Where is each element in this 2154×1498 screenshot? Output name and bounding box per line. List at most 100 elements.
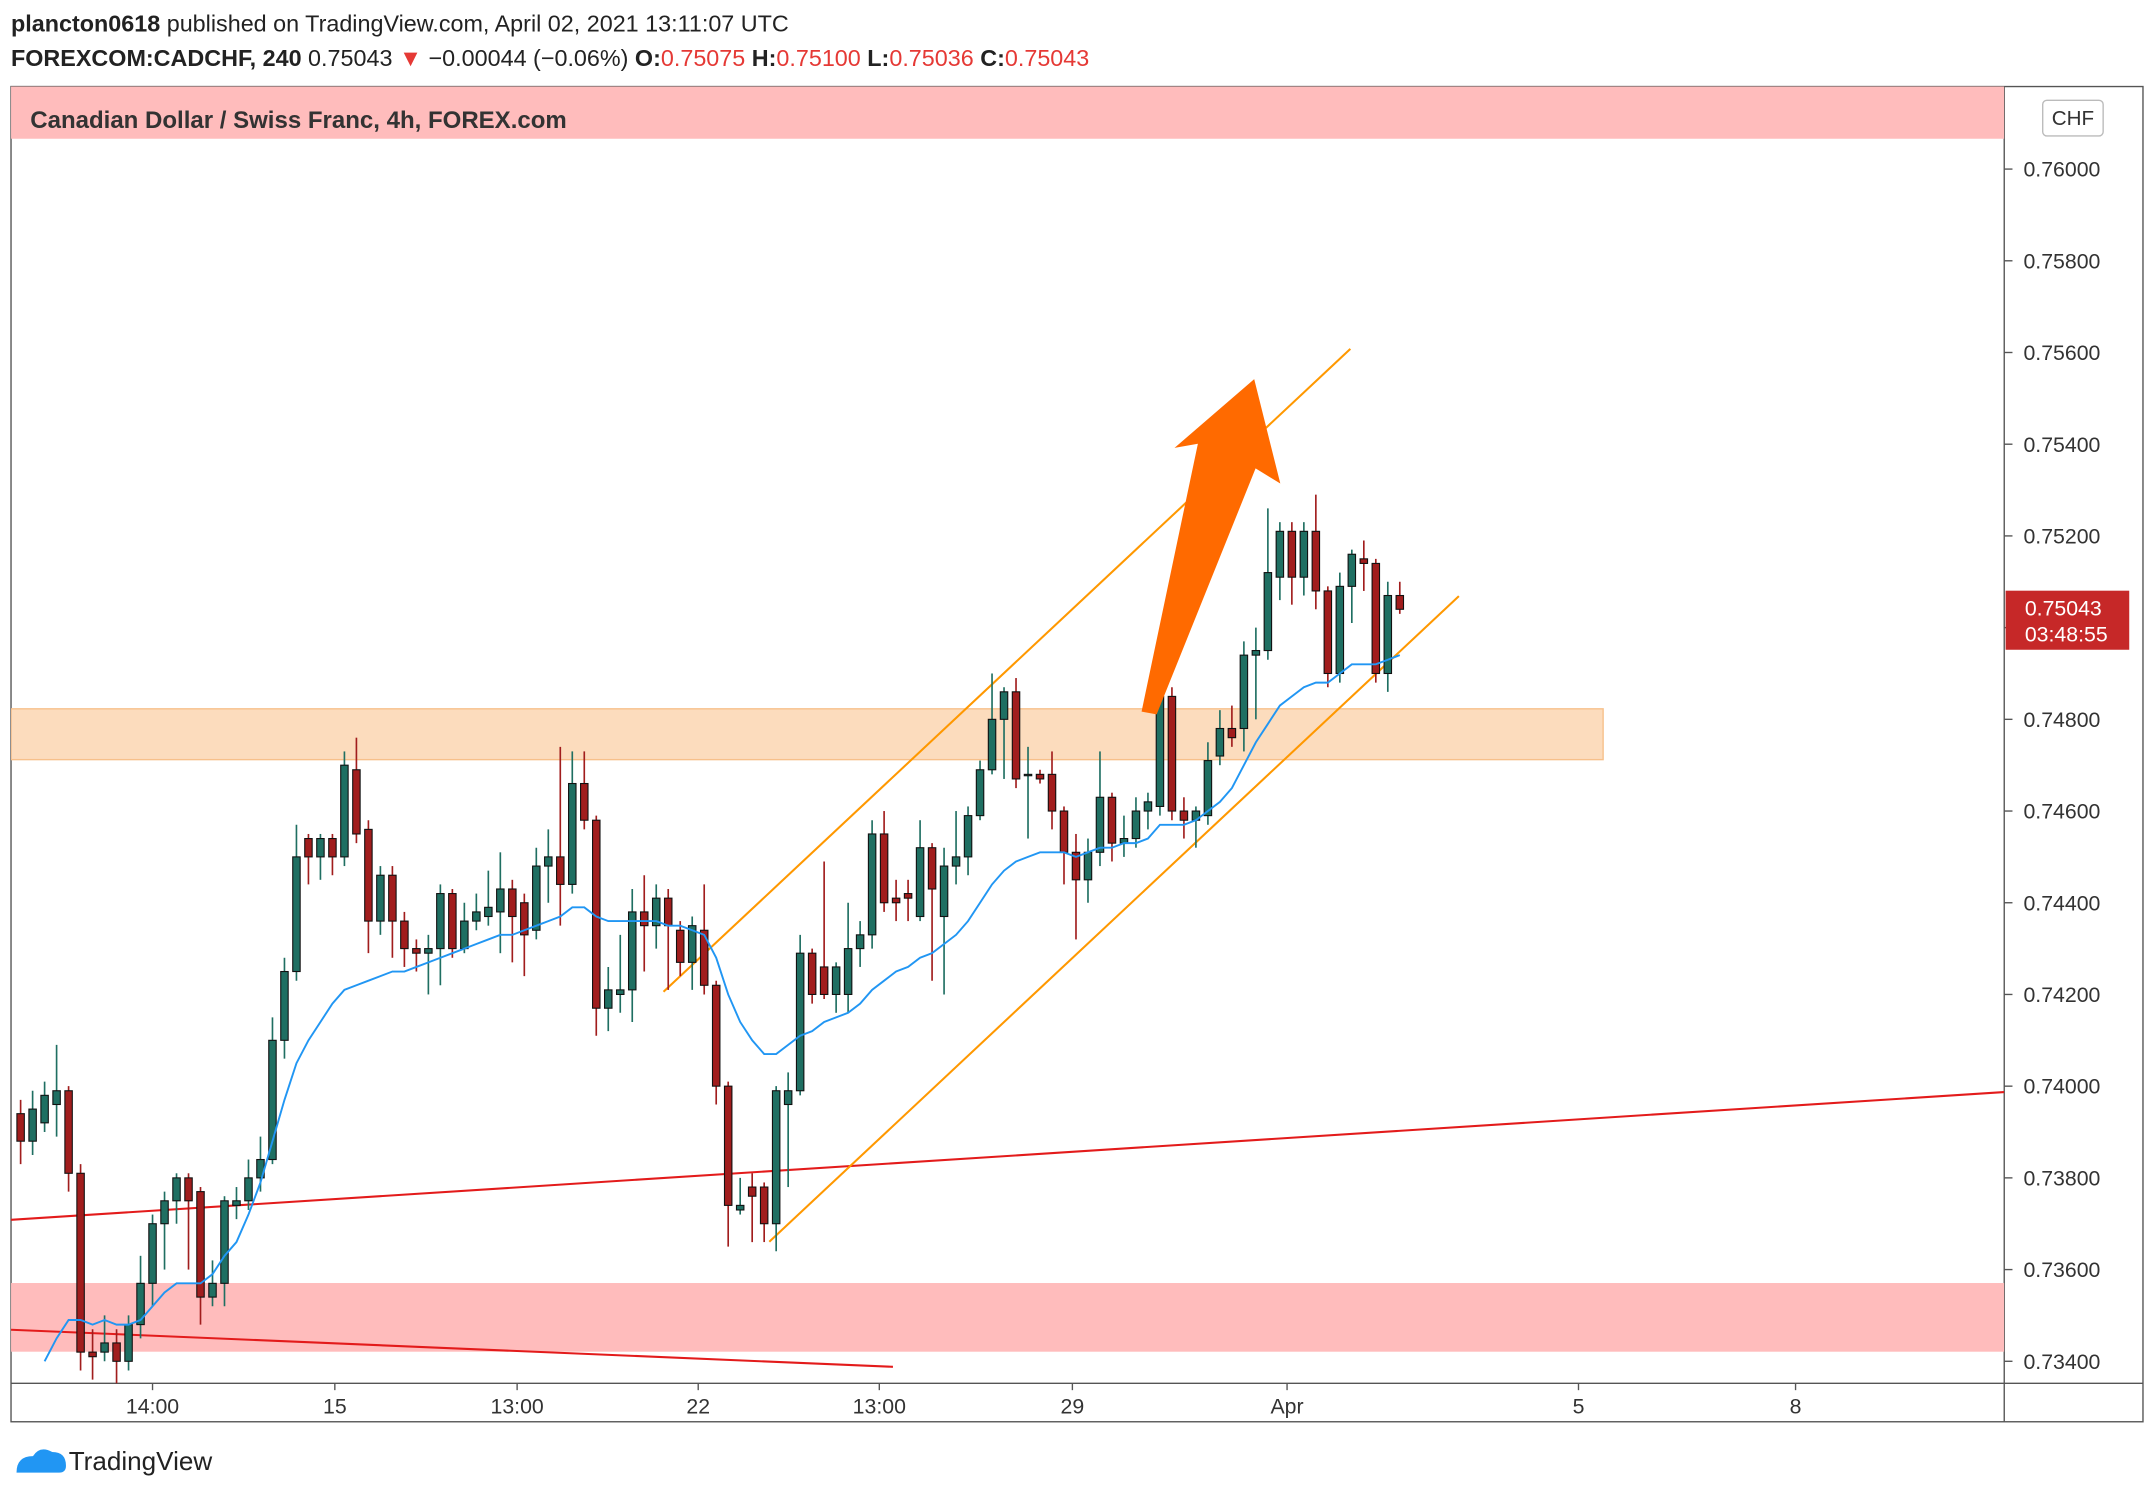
candle-body [831,966,841,996]
candle-body [1395,594,1405,610]
y-tick-label: 0.74800 [2023,708,2100,732]
candle-body [639,911,649,927]
candle-body [64,1090,73,1174]
candle-body [76,1172,85,1353]
candle-body [184,1177,193,1202]
candle-body [1383,594,1393,675]
candle-body [544,856,553,867]
candle-body [807,952,817,996]
candle-body [1035,773,1045,780]
candle-body [556,856,565,885]
c-label: C: [980,45,1005,71]
candle-body [1095,796,1105,853]
countdown: 03:48:55 [2025,623,2108,647]
y-tick-label: 0.73600 [2023,1258,2100,1282]
candle-body [460,920,469,950]
logo-icon [16,1449,66,1473]
candle-body [1167,695,1177,812]
candle-body [1371,562,1381,675]
symbol-line: FOREXCOM:CADCHF, 240 0.75043 ▼ −0.00044 … [11,45,1089,71]
y-tick-label: 0.75600 [2023,341,2100,365]
candle-body [1011,691,1021,780]
candle-body [1131,810,1141,840]
candle-body [951,856,961,867]
candle-body [1107,796,1117,844]
candle-body [292,856,301,973]
candle-body [975,769,985,817]
series [16,494,1405,1384]
o-value: 0.75075 [661,45,745,71]
c-value: 0.75043 [1005,45,1089,71]
y-tick-label: 0.73400 [2023,1350,2100,1374]
candle-body [1179,810,1189,821]
candle-body [1047,773,1057,812]
candle-body [1239,654,1249,730]
candle-body [963,815,973,858]
x-tick-label: Apr [1271,1395,1304,1419]
candle-body [52,1090,61,1106]
candle-body [268,1039,277,1161]
candle-body [1299,530,1309,578]
candle-body [532,865,541,931]
candle-body [1311,530,1321,592]
x-tick-label: 13:00 [490,1395,543,1419]
candle-body [1323,590,1333,675]
candle-body [232,1200,241,1206]
y-tick-label: 0.74400 [2023,891,2100,915]
candle-body [687,925,697,963]
last-price-box [2005,590,2130,650]
candle-body [496,888,505,913]
candle-body [627,911,637,991]
x-tick-label: 15 [323,1395,347,1419]
candle-body [867,833,877,936]
candle-body [340,764,349,858]
moving-average [43,654,1401,1362]
y-tick-label: 0.74000 [2023,1075,2100,1099]
candle-body [124,1324,133,1362]
candle-body [1335,585,1345,675]
y-tick-label: 0.76000 [2023,158,2100,182]
candle-body [136,1282,145,1326]
trend-line [11,1328,893,1368]
candle-body [40,1094,49,1124]
candle-body [819,966,829,996]
candle-body [699,929,709,986]
candle-body [795,952,805,1092]
candle-body [891,897,901,904]
published: published on TradingView.com, April 02, … [167,11,789,37]
candle-body [855,934,865,950]
candle-body [16,1113,25,1142]
y-tick-label: 0.75800 [2023,249,2100,273]
candle-body [400,920,409,950]
candle-body [1275,530,1285,578]
candle-body [999,691,1009,720]
symbol: FOREXCOM:CADCHF, 240 [11,45,302,71]
y-tick-label: 0.75200 [2023,524,2100,548]
candle-body [316,838,325,858]
arrow [1141,379,1281,715]
x-tick-label: 5 [1573,1395,1585,1419]
x-tick-label: 29 [1061,1395,1085,1419]
channel-lower [768,595,1460,1243]
currency-button[interactable] [2042,99,2104,137]
candle-body [388,874,397,922]
candle-body [1263,572,1273,652]
candle-body [352,769,361,835]
candle-body [783,1090,793,1106]
candle-body [208,1282,217,1298]
candle-body [364,828,373,922]
candle-body [927,847,937,890]
candle-body [280,970,289,1041]
candle-body [112,1342,121,1362]
last: 0.75043 [308,45,392,71]
candle-body [88,1351,97,1358]
candle-body [759,1186,769,1225]
candle-body [100,1342,109,1353]
candle-body [520,902,529,936]
logo [16,1449,66,1473]
currency: CHF [2052,107,2094,130]
h-label: H: [752,45,777,71]
candle-body [879,833,889,904]
